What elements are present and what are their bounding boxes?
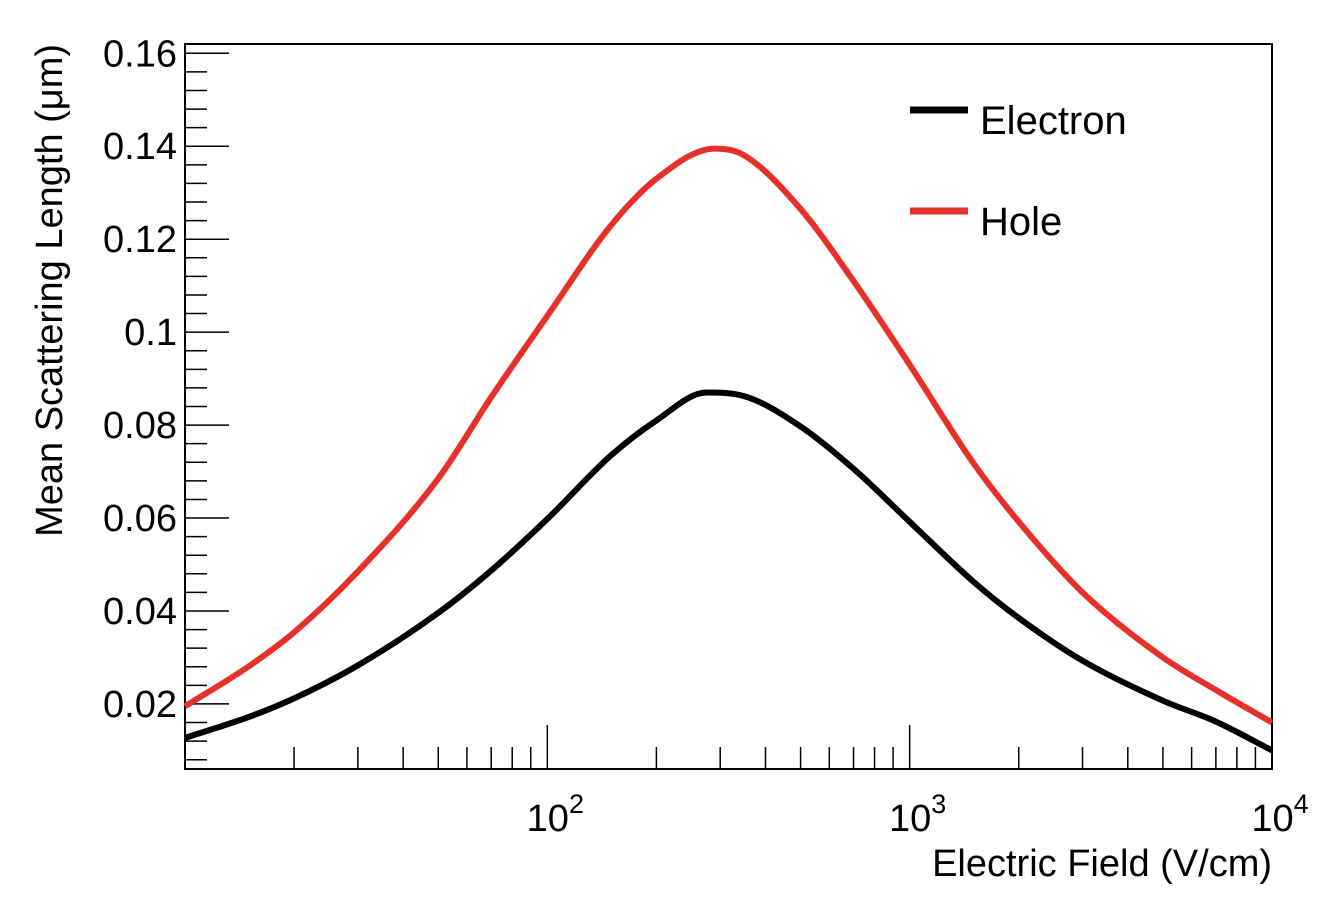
legend-label-hole: Hole <box>980 200 1062 244</box>
y-tick-label: 0.08 <box>103 405 177 447</box>
minor-ticks <box>185 71 1257 769</box>
y-axis-title: Mean Scattering Length (μm) <box>29 44 71 537</box>
x-tick-label: 103 <box>889 789 946 840</box>
y-tick-label: 0.06 <box>103 498 177 540</box>
x-tick-label: 104 <box>1251 789 1308 840</box>
x-axis-title: Electric Field (V/cm) <box>932 843 1272 885</box>
legend-label-electron: Electron <box>980 99 1127 143</box>
series-layer <box>183 145 1274 754</box>
y-tick-label: 0.14 <box>103 126 177 168</box>
series-line-electron <box>184 389 1274 754</box>
y-tick-label: 0.1 <box>124 312 177 354</box>
y-tick-label: 0.02 <box>103 684 177 726</box>
y-tick-label: 0.16 <box>103 33 177 75</box>
y-tick-label: 0.12 <box>103 219 177 261</box>
x-axis-ticks: 102 103 104 <box>527 725 1309 840</box>
y-axis-ticks: 0.02 0.04 0.06 0.08 0.1 0.12 0.14 0.16 <box>103 33 229 726</box>
legend: Electron Hole <box>910 99 1127 244</box>
y-tick-label: 0.04 <box>103 591 177 633</box>
x-tick-label: 102 <box>527 789 584 840</box>
series-line-hole <box>183 145 1274 726</box>
